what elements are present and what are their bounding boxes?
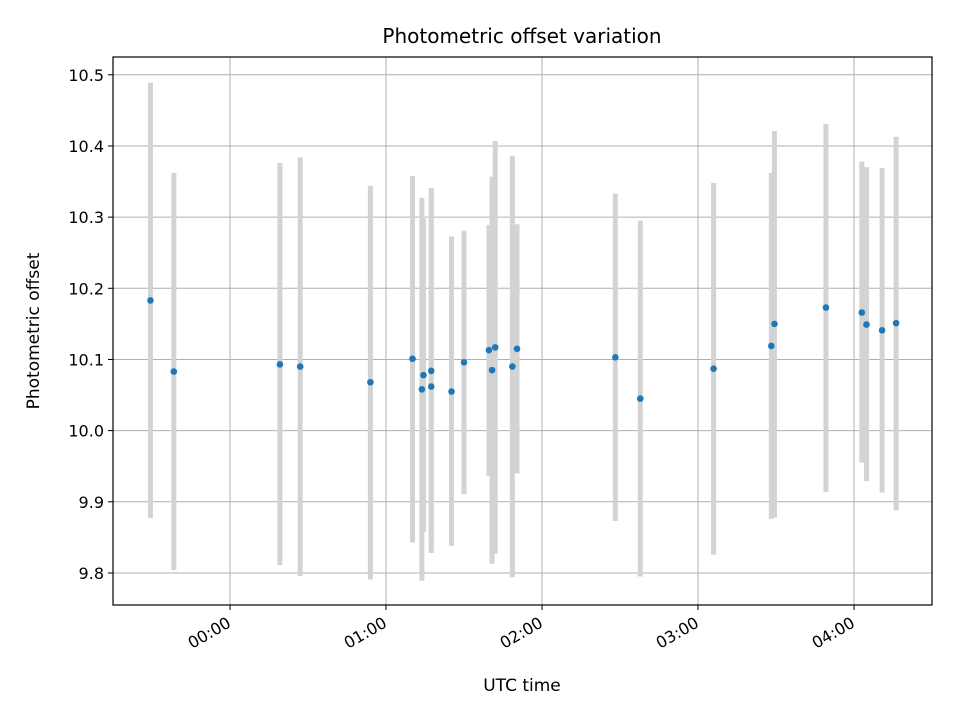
data-point bbox=[427, 383, 435, 390]
data-point bbox=[427, 367, 435, 375]
data-point bbox=[710, 365, 717, 373]
chart-title: Photometric offset variation bbox=[382, 24, 661, 48]
data-point bbox=[296, 363, 304, 370]
data-point bbox=[448, 388, 455, 395]
data-point bbox=[636, 395, 644, 402]
data-point bbox=[858, 309, 866, 316]
data-point bbox=[768, 342, 775, 350]
data-point bbox=[509, 363, 516, 370]
y-tick-label: 10.3 bbox=[68, 208, 104, 227]
data-point bbox=[276, 361, 284, 368]
data-point bbox=[488, 366, 496, 374]
data-point bbox=[485, 346, 493, 354]
x-axis-title: UTC time bbox=[483, 676, 561, 696]
y-tick-label: 10.2 bbox=[68, 279, 104, 298]
data-point bbox=[418, 386, 426, 393]
y-tick-label: 10.1 bbox=[68, 350, 104, 369]
data-point bbox=[878, 326, 886, 334]
grid bbox=[113, 57, 932, 605]
data-point bbox=[460, 359, 468, 366]
data-point bbox=[863, 321, 870, 328]
data-point bbox=[367, 378, 374, 386]
y-tick-label: 10.0 bbox=[68, 422, 104, 441]
data-point bbox=[513, 345, 521, 353]
data-point bbox=[147, 297, 154, 304]
plot-frame bbox=[112, 56, 933, 606]
data-point bbox=[491, 344, 499, 351]
data-points bbox=[147, 297, 900, 402]
data-point bbox=[892, 319, 900, 327]
data-point bbox=[612, 354, 619, 361]
y-axis: 9.8 9.9 10.0 10.1 10.2 10.3 10.4 10.5 bbox=[68, 66, 113, 583]
y-tick-label: 9.9 bbox=[79, 493, 104, 512]
data-point bbox=[420, 371, 427, 379]
data-point bbox=[170, 368, 178, 375]
data-point bbox=[409, 355, 416, 363]
y-tick-label: 10.5 bbox=[68, 66, 104, 85]
y-axis-title: Photometric offset bbox=[24, 252, 44, 409]
y-tick-label: 9.8 bbox=[79, 564, 104, 583]
y-tick-label: 10.4 bbox=[68, 137, 104, 156]
data-point bbox=[822, 304, 830, 311]
data-point bbox=[771, 320, 778, 328]
